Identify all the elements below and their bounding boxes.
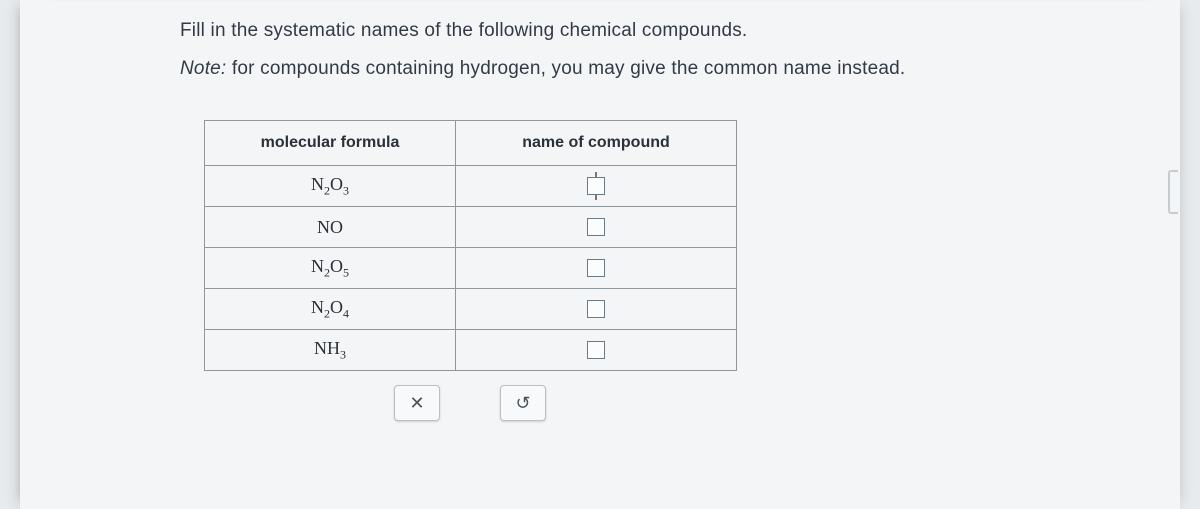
molecular-formula: N2O4 — [311, 297, 349, 317]
formula-cell: N2O3 — [205, 166, 456, 207]
clear-button[interactable]: ✕ — [394, 385, 440, 421]
table-row: NO — [205, 207, 737, 248]
instruction-text: Fill in the systematic names of the foll… — [180, 16, 1020, 46]
answer-controls: ✕ ↺ — [204, 385, 736, 421]
page-edge-decoration — [1168, 170, 1178, 214]
name-cell — [456, 207, 737, 248]
table-row: N2O4 — [205, 289, 737, 330]
header-molecular-formula: molecular formula — [205, 121, 456, 166]
compound-name-input[interactable] — [587, 341, 605, 359]
name-cell — [456, 166, 737, 207]
table-row: N2O5 — [205, 248, 737, 289]
reset-icon: ↺ — [515, 393, 530, 414]
formula-cell: N2O4 — [205, 289, 456, 330]
formula-cell: NO — [205, 207, 456, 248]
compound-name-input[interactable] — [587, 177, 605, 195]
note-line: Note: for compounds containing hydrogen,… — [180, 58, 1020, 80]
name-cell — [456, 289, 737, 330]
molecular-formula: NO — [317, 217, 343, 237]
compound-name-input[interactable] — [587, 259, 605, 277]
compound-table: molecular formula name of compound N2O3N… — [204, 120, 737, 371]
question-content: Fill in the systematic names of the foll… — [20, 0, 1180, 451]
molecular-formula: N2O5 — [311, 256, 349, 276]
molecular-formula: NH3 — [314, 338, 346, 358]
compound-name-input[interactable] — [587, 218, 605, 236]
note-label: Note: — [180, 58, 226, 79]
table-body: N2O3 NO N2O5 N2O4 NH3 — [205, 166, 737, 371]
header-name-of-compound: name of compound — [456, 121, 737, 166]
close-icon: ✕ — [409, 393, 424, 414]
name-cell — [456, 330, 737, 371]
note-text: for compounds containing hydrogen, you m… — [226, 58, 905, 79]
compound-name-input[interactable] — [587, 300, 605, 318]
table-header-row: molecular formula name of compound — [205, 121, 737, 166]
table-row: NH3 — [205, 330, 737, 371]
formula-cell: N2O5 — [205, 248, 456, 289]
name-cell — [456, 248, 737, 289]
reset-button[interactable]: ↺ — [500, 385, 546, 421]
formula-cell: NH3 — [205, 330, 456, 371]
table-row: N2O3 — [205, 166, 737, 207]
molecular-formula: N2O3 — [311, 174, 349, 194]
